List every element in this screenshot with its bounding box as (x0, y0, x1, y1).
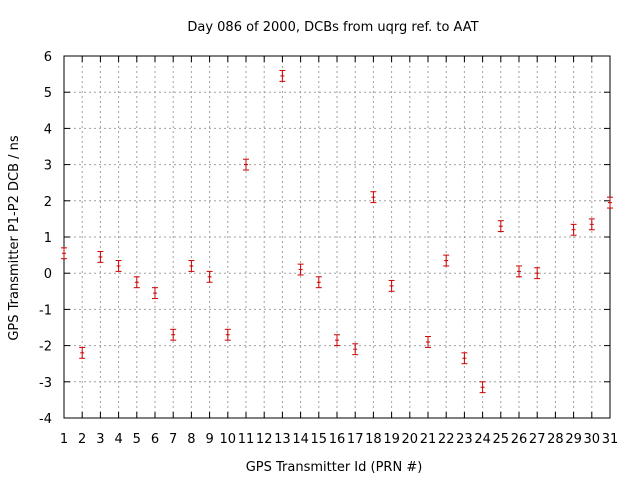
x-tick-label: 17 (347, 432, 364, 447)
x-axis-label: GPS Transmitter Id (PRN #) (246, 460, 423, 475)
data-point (370, 191, 377, 204)
data-point (170, 328, 177, 341)
data-point (461, 352, 468, 365)
data-point (279, 69, 286, 82)
data-point (133, 276, 140, 289)
data-point (79, 346, 86, 359)
x-tick-label: 6 (151, 432, 159, 447)
x-tick-label: 13 (274, 432, 291, 447)
y-tick-label: 6 (44, 50, 52, 65)
data-point (479, 381, 486, 394)
y-axis-ticks: -4 -3 -2 -1 0 1 2 3 4 5 6 (39, 50, 610, 427)
data-point (388, 279, 395, 292)
data-point (352, 343, 359, 356)
data-point (534, 267, 541, 280)
data-point (97, 250, 104, 263)
x-tick-label: 18 (365, 432, 382, 447)
x-tick-label: 10 (220, 432, 237, 447)
y-axis-label: GPS Transmitter P1-P2 DCB / ns (7, 135, 22, 341)
x-tick-label: 24 (474, 432, 491, 447)
data-point (61, 247, 67, 260)
data-point (243, 158, 249, 171)
x-tick-label: 15 (311, 432, 328, 447)
x-tick-label: 19 (383, 432, 400, 447)
data-point (152, 287, 158, 300)
x-tick-label: 23 (456, 432, 473, 447)
data-point (443, 254, 450, 267)
data-point (188, 260, 195, 272)
y-tick-label: 2 (44, 195, 52, 210)
x-tick-label: 2 (78, 432, 86, 447)
x-tick-label: 22 (438, 432, 455, 447)
x-tick-label: 11 (238, 432, 255, 447)
y-tick-label: -4 (39, 412, 52, 427)
data-points (61, 69, 613, 394)
x-tick-label: 4 (114, 432, 122, 447)
x-tick-label: 1 (60, 432, 68, 447)
x-axis-ticks: 1 2 3 4 5 6 7 8 9 10 11 12 13 14 15 16 17 18 19 20 21 22 23 24 2… (60, 56, 618, 447)
x-tick-label: 7 (169, 432, 177, 447)
x-tick-label: 3 (96, 432, 104, 447)
y-tick-label: -2 (39, 340, 52, 355)
data-point (224, 328, 231, 341)
data-point (115, 260, 122, 272)
grid-lines (64, 56, 610, 418)
data-point (425, 336, 431, 348)
x-tick-label: 20 (402, 432, 419, 447)
x-tick-label: 25 (493, 432, 510, 447)
y-tick-label: -3 (39, 376, 52, 391)
y-tick-label: 0 (44, 267, 52, 282)
chart-title: Day 086 of 2000, DCBs from uqrg ref. to … (187, 20, 478, 35)
x-tick-label: 8 (187, 432, 195, 447)
y-tick-label: 5 (44, 86, 52, 101)
data-point (497, 220, 504, 233)
data-point (334, 334, 340, 347)
x-tick-label: 26 (511, 432, 528, 447)
x-tick-label: 31 (602, 432, 619, 447)
x-tick-label: 29 (565, 432, 582, 447)
x-tick-label: 28 (547, 432, 564, 447)
x-tick-label: 5 (133, 432, 141, 447)
x-tick-label: 30 (584, 432, 601, 447)
data-point (516, 265, 522, 278)
y-tick-label: 1 (44, 231, 52, 246)
data-point (206, 270, 213, 283)
y-tick-label: 4 (44, 122, 52, 137)
x-tick-label: 21 (420, 432, 437, 447)
x-tick-label: 27 (529, 432, 546, 447)
x-tick-label: 12 (256, 432, 273, 447)
y-tick-label: -1 (39, 303, 52, 318)
x-tick-label: 16 (329, 432, 346, 447)
data-point (297, 263, 304, 276)
data-point (588, 218, 595, 231)
x-tick-label: 14 (292, 432, 309, 447)
y-tick-label: 3 (44, 159, 52, 174)
data-point (570, 223, 577, 236)
data-point (315, 276, 322, 289)
x-tick-label: 9 (205, 432, 213, 447)
data-point (607, 196, 613, 209)
